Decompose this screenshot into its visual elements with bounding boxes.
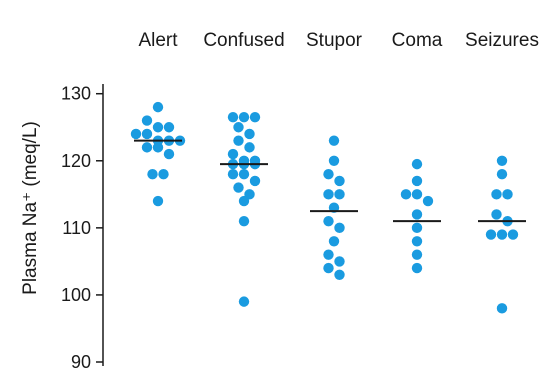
data-point: [411, 249, 423, 260]
data-point: [328, 155, 340, 166]
data-point: [249, 111, 261, 123]
data-point: [238, 296, 250, 307]
data-point: [233, 122, 244, 133]
data-point: [411, 209, 423, 220]
y-axis-label: Plasma Na⁺ (meq/L): [20, 121, 41, 295]
data-point: [328, 236, 340, 247]
data-point: [411, 222, 423, 234]
data-point: [334, 269, 345, 281]
y-tick-label: 90: [71, 352, 91, 372]
data-point: [334, 256, 345, 267]
data-point: [227, 148, 239, 160]
data-point: [227, 111, 239, 123]
category-label-coma: Coma: [392, 30, 443, 51]
category-label-seizures: Seizures: [465, 30, 539, 51]
data-point: [233, 135, 244, 146]
data-point: [334, 222, 345, 234]
data-point: [334, 189, 345, 200]
data-point: [238, 111, 250, 123]
data-point: [323, 249, 334, 260]
data-point: [238, 215, 250, 227]
series-2-points: [323, 135, 345, 281]
data-point: [328, 135, 340, 146]
data-point: [411, 158, 423, 170]
data-point: [323, 215, 334, 227]
category-label-stupor: Stupor: [306, 30, 363, 51]
y-tick-label: 130: [61, 84, 91, 104]
data-point: [496, 229, 508, 240]
data-point: [491, 209, 502, 220]
data-point: [238, 168, 250, 180]
data-point: [141, 115, 153, 126]
data-point: [496, 303, 508, 314]
category-labels: Alert Confused Stupor Coma Seizures: [138, 30, 539, 51]
data-point: [485, 229, 497, 240]
y-tick-label: 100: [61, 285, 91, 305]
data-point: [507, 229, 519, 240]
data-point: [422, 195, 434, 207]
data-point: [152, 101, 164, 113]
data-point: [147, 168, 158, 180]
data-point: [233, 182, 244, 193]
data-point: [238, 195, 250, 207]
data-point: [491, 189, 502, 200]
data-point: [158, 168, 169, 180]
data-point: [141, 128, 153, 140]
data-point: [152, 122, 164, 133]
data-point: [244, 128, 255, 140]
data-point: [323, 168, 334, 180]
data-point: [130, 128, 142, 140]
data-point: [496, 155, 508, 166]
y-tick-label: 120: [61, 151, 91, 171]
data-point: [323, 189, 334, 200]
series-4-points: [485, 155, 519, 314]
data-point: [141, 142, 153, 153]
y-tick-label: 110: [62, 218, 91, 238]
data-point: [152, 195, 164, 207]
y-axis-ticks: 90 100 110 120 130: [61, 84, 103, 372]
series-0-points: [130, 101, 186, 207]
category-label-alert: Alert: [138, 30, 178, 51]
data-point: [411, 175, 423, 187]
data-point: [227, 168, 239, 180]
data-point: [249, 175, 261, 187]
series-1-points: [227, 111, 261, 307]
data-point: [323, 262, 334, 274]
series-3-points: [400, 158, 434, 274]
data-point: [496, 168, 508, 180]
data-point: [163, 148, 175, 160]
data-point: [400, 189, 412, 200]
category-label-confused: Confused: [203, 30, 284, 51]
data-point: [244, 142, 255, 153]
data-point: [334, 175, 345, 187]
data-point: [411, 236, 423, 247]
data-point: [411, 262, 423, 274]
data-point: [152, 142, 164, 153]
data-point: [502, 189, 513, 200]
data-point: [163, 122, 175, 133]
data-point: [411, 189, 423, 200]
chart-marks: [130, 101, 526, 314]
